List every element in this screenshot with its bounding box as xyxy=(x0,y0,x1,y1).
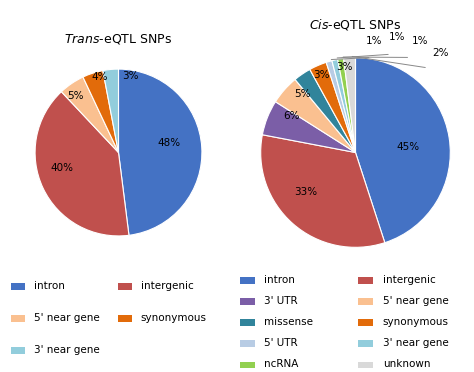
Bar xyxy=(358,298,373,305)
Text: 33%: 33% xyxy=(295,187,318,197)
Wedge shape xyxy=(35,92,129,236)
Text: 3%: 3% xyxy=(336,62,352,72)
Wedge shape xyxy=(326,61,356,153)
Text: 3' UTR: 3' UTR xyxy=(264,296,298,306)
Wedge shape xyxy=(356,58,450,243)
Wedge shape xyxy=(344,58,356,153)
Bar xyxy=(239,298,255,305)
Bar xyxy=(239,277,255,283)
Bar xyxy=(11,283,25,289)
Text: 48%: 48% xyxy=(157,138,180,148)
Text: intron: intron xyxy=(34,281,64,291)
Text: 3%: 3% xyxy=(313,70,329,80)
Text: intron: intron xyxy=(264,275,295,285)
Text: unknown: unknown xyxy=(383,359,430,369)
Text: 5' near gene: 5' near gene xyxy=(34,313,100,323)
Bar xyxy=(239,340,255,347)
Wedge shape xyxy=(263,102,356,153)
Text: 1%: 1% xyxy=(389,32,405,42)
Wedge shape xyxy=(62,77,118,153)
Text: synonymous: synonymous xyxy=(383,317,449,327)
Wedge shape xyxy=(261,135,385,247)
Text: 5' near gene: 5' near gene xyxy=(383,296,448,306)
Wedge shape xyxy=(310,62,356,153)
Text: 3' near gene: 3' near gene xyxy=(34,345,100,355)
Wedge shape xyxy=(338,58,356,153)
Bar xyxy=(11,347,25,354)
Title: $\mathit{Cis}$-eQTL SNPs: $\mathit{Cis}$-eQTL SNPs xyxy=(310,17,401,32)
Bar xyxy=(118,315,132,322)
Text: 1%: 1% xyxy=(412,36,428,46)
Wedge shape xyxy=(275,80,356,153)
Text: 3%: 3% xyxy=(122,71,138,81)
Bar xyxy=(118,283,132,289)
Bar xyxy=(11,315,25,322)
Text: 3' near gene: 3' near gene xyxy=(383,338,448,348)
Text: 45%: 45% xyxy=(396,142,419,152)
Text: 4%: 4% xyxy=(92,73,109,83)
Text: 2%: 2% xyxy=(433,48,449,58)
Text: 1%: 1% xyxy=(366,36,383,46)
Text: ncRNA: ncRNA xyxy=(264,359,299,369)
Wedge shape xyxy=(103,69,118,153)
Text: 5%: 5% xyxy=(294,89,310,99)
Text: 40%: 40% xyxy=(50,163,73,173)
Wedge shape xyxy=(118,69,202,235)
Text: 5' UTR: 5' UTR xyxy=(264,338,298,348)
Text: 5%: 5% xyxy=(67,91,83,101)
Text: synonymous: synonymous xyxy=(141,313,207,323)
Title: $\mathit{Trans}$-eQTL SNPs: $\mathit{Trans}$-eQTL SNPs xyxy=(64,32,173,46)
Bar xyxy=(239,362,255,368)
Bar xyxy=(358,362,373,368)
Bar xyxy=(358,277,373,283)
Wedge shape xyxy=(295,70,356,153)
Text: missense: missense xyxy=(264,317,313,327)
Text: 6%: 6% xyxy=(283,112,299,122)
Bar xyxy=(239,320,255,326)
Bar xyxy=(358,340,373,347)
Wedge shape xyxy=(332,60,356,153)
Text: intergenic: intergenic xyxy=(141,281,193,291)
Wedge shape xyxy=(83,71,118,153)
Text: intergenic: intergenic xyxy=(383,275,436,285)
Bar xyxy=(358,320,373,326)
